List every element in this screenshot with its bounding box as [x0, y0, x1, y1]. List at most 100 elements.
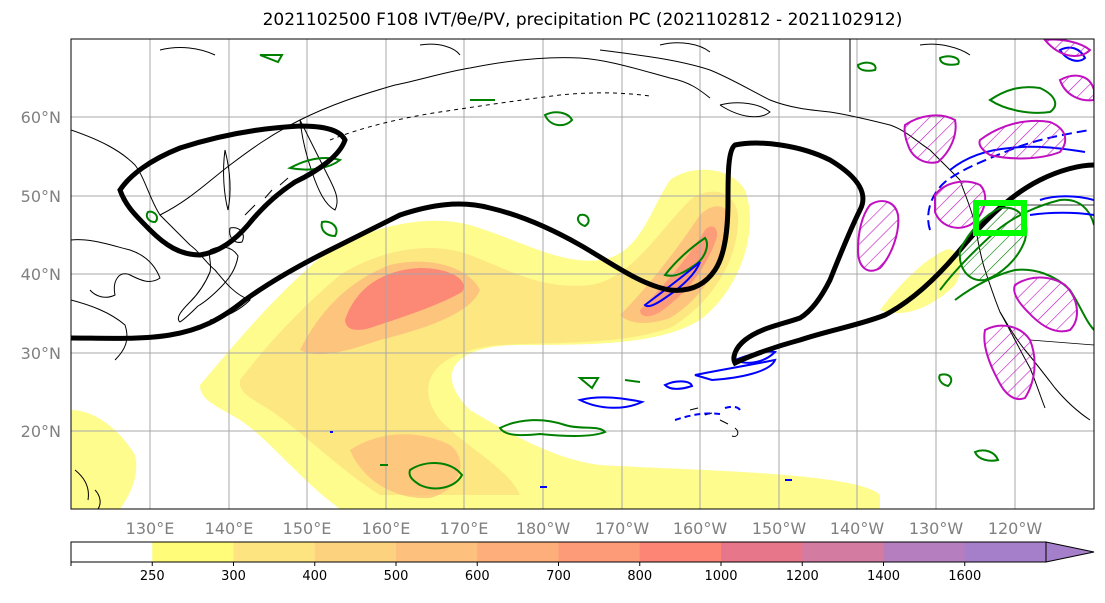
coast-arctic	[159, 42, 971, 56]
coast-philippines	[74, 469, 101, 509]
map-frame	[70, 38, 1095, 510]
colorbar-tick-label: 250	[140, 569, 165, 584]
pv-positive-alaska	[903, 114, 957, 164]
precip-contour-bc	[988, 86, 1057, 114]
ivt-500-region-south	[350, 434, 461, 499]
pv-negative-hawaii	[674, 405, 742, 421]
precip-contour-central	[577, 377, 641, 390]
coast-hokkaido	[229, 227, 244, 243]
precip-contour-north-pacific	[576, 213, 590, 228]
lat-label-50: 50°N	[21, 187, 61, 206]
colorbar-segment	[883, 542, 966, 562]
coast-aleutians	[329, 92, 651, 141]
lon-label-160w: 160°W	[673, 519, 728, 538]
precip-contour-tropical	[498, 419, 607, 437]
precip-contour-mexico	[973, 449, 1000, 462]
colorbar-segment	[639, 542, 722, 562]
colorbar-extend-arrow	[1045, 541, 1095, 563]
pv-negative-dots	[330, 431, 792, 488]
precip-contour-sakhalin	[145, 210, 158, 224]
ivt-250-region-west	[71, 410, 137, 509]
lat-label-40: 40°N	[21, 265, 61, 284]
lon-label-160e: 160°E	[362, 519, 411, 538]
pv-positive-top	[1058, 74, 1094, 102]
lon-label-170w: 170°W	[595, 519, 650, 538]
precip-contour-gulf	[663, 236, 708, 277]
colorbar-segment	[314, 542, 397, 562]
colorbar-segment	[721, 542, 803, 562]
pv-negative-gulf	[643, 261, 701, 308]
precip-contour-baja	[938, 373, 953, 388]
lat-label-20: 20°N	[21, 422, 61, 441]
colorbar-segment	[802, 542, 884, 562]
colorbar: 250 300 400 500 600 700 800 1000 1200 1400 1600	[70, 541, 1095, 584]
lon-label-150e: 150°E	[283, 519, 332, 538]
lon-label-130w: 130°W	[909, 519, 964, 538]
lon-label-120w: 120°W	[988, 519, 1043, 538]
colorbar-segment	[558, 542, 641, 562]
colorbar-tick-label: 400	[302, 569, 327, 584]
pv-negative-small	[663, 380, 694, 390]
ivt-250-region-east	[880, 249, 961, 314]
ivt-300-region	[239, 191, 739, 495]
ivt-shading	[71, 169, 961, 509]
ivt-800-region-west	[345, 268, 464, 330]
pv-negative-central	[577, 396, 646, 409]
coast-sakhalin	[223, 149, 231, 211]
latitude-labels: 60°N 50°N 40°N 30°N 20°N	[21, 108, 61, 441]
map-title: 2021102500 F108 IVT/θe/PV, precipitation…	[262, 10, 903, 30]
colorbar-tick-label: 600	[465, 569, 490, 584]
coast-asia	[71, 129, 251, 321]
coast-alaska-peninsula	[719, 102, 771, 118]
colorbar-tick-label: 800	[627, 569, 652, 584]
colorbar-tick-label: 500	[384, 569, 409, 584]
precip-contour-arctic	[856, 55, 960, 72]
precip-contour-south	[408, 462, 464, 490]
theta-e-siberia	[117, 123, 348, 258]
border-us-mexico	[1029, 339, 1094, 346]
lat-label-60: 60°N	[21, 108, 61, 127]
lon-label-130e: 130°E	[126, 519, 175, 538]
colorbar-segment	[396, 542, 478, 562]
colorbar-tick-label: 1000	[704, 569, 737, 584]
colorbar-labels: 250 300 400 500 600 700 800 1000 1200 1400 1600	[70, 562, 981, 584]
colorbar-tick-label: 1600	[948, 569, 981, 584]
pv-positive-contours	[856, 39, 1094, 400]
colorbar-segment	[964, 542, 1047, 562]
longitude-labels: 130°E 140°E 150°E 160°E 170°E 180°W 170°…	[126, 519, 1043, 538]
colorbar-tick-label: 300	[221, 569, 246, 584]
coast-japan	[177, 246, 239, 323]
precip-contour-kamchatka	[287, 157, 343, 171]
coast-siberia	[159, 57, 711, 216]
colorbar-segments	[71, 542, 1047, 562]
lon-label-180w: 180°W	[516, 519, 571, 538]
pv-positive-coast	[934, 180, 987, 229]
colorbar-segment	[152, 542, 234, 562]
pv-positive-interior	[1013, 276, 1078, 333]
pv-negative-interior	[1029, 195, 1094, 216]
precip-contour-kuril	[320, 220, 338, 238]
pv-negative-east-pacific	[694, 358, 777, 382]
pv-positive-south	[983, 324, 1036, 400]
lon-label-170e: 170°E	[440, 519, 489, 538]
colorbar-tick-label: 1200	[786, 569, 819, 584]
colorbar-tick-label: 1400	[867, 569, 900, 584]
lon-label-150w: 150°W	[752, 519, 807, 538]
coast-korea-china	[71, 239, 161, 298]
lon-label-140w: 140°W	[830, 519, 885, 538]
target-box	[973, 200, 1027, 236]
theta-e-contours	[71, 123, 1094, 367]
precip-contour-siberia	[259, 54, 284, 64]
precip-contour-interior	[954, 268, 1094, 331]
precip-contour-bering	[543, 111, 574, 127]
lon-label-140e: 140°E	[205, 519, 254, 538]
colorbar-segment	[71, 542, 153, 562]
lat-label-30: 30°N	[21, 344, 61, 363]
pv-positive-offshore	[856, 200, 900, 272]
coast-kuril	[244, 177, 289, 216]
coast-china-east	[71, 299, 128, 361]
colorbar-segment	[477, 542, 559, 562]
theta-e-main	[71, 140, 1094, 367]
colorbar-tick-label: 700	[546, 569, 571, 584]
pv-positive-edge	[1043, 39, 1092, 57]
